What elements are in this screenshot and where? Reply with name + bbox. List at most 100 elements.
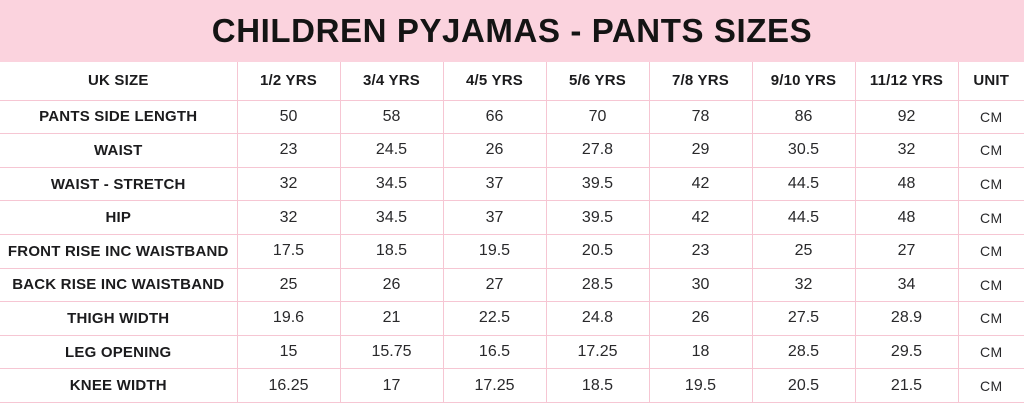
table-row: PANTS SIDE LENGTH 50 58 66 70 78 86 92 CM — [0, 99, 1024, 135]
value-cell: 39.5 — [545, 200, 650, 235]
value-cell: 44.5 — [751, 200, 856, 235]
value-cell: 42 — [648, 166, 753, 202]
unit-cell: CM — [957, 133, 1024, 168]
value-cell: 18 — [648, 334, 753, 370]
row-label-cell: THIGH WIDTH — [0, 301, 238, 336]
value-cell: 16.5 — [442, 334, 547, 370]
value-cell: 44.5 — [751, 166, 856, 202]
column-header-4: 5/6 YRS — [545, 62, 650, 101]
column-header-7: 11/12 YRS — [854, 62, 959, 101]
value-cell: 37 — [442, 200, 547, 235]
row-label-cell: PANTS SIDE LENGTH — [0, 99, 238, 135]
row-label-cell: WAIST - STRETCH — [0, 166, 238, 202]
unit-cell: CM — [957, 233, 1024, 269]
value-cell: 29 — [648, 133, 753, 168]
value-cell: 21 — [339, 301, 444, 336]
unit-cell: CM — [957, 301, 1024, 336]
value-cell: 27.5 — [751, 301, 856, 336]
value-cell: 24.5 — [339, 133, 444, 168]
value-cell: 26 — [442, 133, 547, 168]
value-cell: 48 — [854, 200, 959, 235]
row-label-cell: FRONT RISE INC WAISTBAND — [0, 233, 238, 269]
column-header-8: UNIT — [957, 62, 1024, 101]
value-cell: 70 — [545, 99, 650, 135]
value-cell: 17.5 — [236, 233, 341, 269]
value-cell: 92 — [854, 99, 959, 135]
value-cell: 42 — [648, 200, 753, 235]
value-cell: 50 — [236, 99, 341, 135]
value-cell: 27.8 — [545, 133, 650, 168]
unit-cell: CM — [957, 99, 1024, 135]
title-banner: CHILDREN PYJAMAS - PANTS SIZES — [0, 0, 1024, 62]
value-cell: 58 — [339, 99, 444, 135]
table-row: BACK RISE INC WAISTBAND 25 26 27 28.5 30 32 34 C… — [0, 267, 1024, 303]
value-cell: 19.6 — [236, 301, 341, 336]
value-cell: 20.5 — [545, 233, 650, 269]
table-row: FRONT RISE INC WAISTBAND 17.5 18.5 19.5 20.5… — [0, 233, 1024, 269]
value-cell: 86 — [751, 99, 856, 135]
value-cell: 23 — [236, 133, 341, 168]
value-cell: 34.5 — [339, 200, 444, 235]
table-row: WAIST 23 24.5 26 27.8 29 30.5 32 CM — [0, 133, 1024, 168]
value-cell: 28.5 — [545, 267, 650, 303]
table-row: LEG OPENING 15 15.75 16.5 17.25 18 28.5 29.5 CM — [0, 334, 1024, 370]
unit-cell: CM — [957, 166, 1024, 202]
unit-cell: CM — [957, 334, 1024, 370]
value-cell: 37 — [442, 166, 547, 202]
value-cell: 32 — [854, 133, 959, 168]
value-cell: 15.75 — [339, 334, 444, 370]
unit-cell: CM — [957, 368, 1024, 403]
value-cell: 19.5 — [442, 233, 547, 269]
value-cell: 19.5 — [648, 368, 753, 403]
value-cell: 23 — [648, 233, 753, 269]
value-cell: 39.5 — [545, 166, 650, 202]
column-header-6: 9/10 YRS — [751, 62, 856, 101]
value-cell: 17.25 — [545, 334, 650, 370]
value-cell: 78 — [648, 99, 753, 135]
table-row: WAIST - STRETCH 32 34.5 37 39.5 42 44.5 48 CM — [0, 166, 1024, 202]
value-cell: 25 — [236, 267, 341, 303]
unit-cell: CM — [957, 200, 1024, 235]
value-cell: 28.5 — [751, 334, 856, 370]
row-label-cell: HIP — [0, 200, 238, 235]
value-cell: 18.5 — [339, 233, 444, 269]
value-cell: 20.5 — [751, 368, 856, 403]
value-cell: 29.5 — [854, 334, 959, 370]
value-cell: 66 — [442, 99, 547, 135]
value-cell: 27 — [854, 233, 959, 269]
row-label-cell: LEG OPENING — [0, 334, 238, 370]
value-cell: 21.5 — [854, 368, 959, 403]
value-cell: 26 — [339, 267, 444, 303]
column-header-2: 3/4 YRS — [339, 62, 444, 101]
column-header-3: 4/5 YRS — [442, 62, 547, 101]
table-row: KNEE WIDTH 16.25 17 17.25 18.5 19.5 20.5 21.5 CM — [0, 368, 1024, 403]
unit-cell: CM — [957, 267, 1024, 303]
value-cell: 28.9 — [854, 301, 959, 336]
size-chart-table: UK SIZE 1/2 YRS 3/4 YRS 4/5 YRS 5/6 YRS 7/8 Y… — [0, 62, 1024, 403]
value-cell: 24.8 — [545, 301, 650, 336]
row-label-cell: KNEE WIDTH — [0, 368, 238, 403]
value-cell: 30 — [648, 267, 753, 303]
value-cell: 27 — [442, 267, 547, 303]
table-row: HIP 32 34.5 37 39.5 42 44.5 48 CM — [0, 200, 1024, 235]
value-cell: 48 — [854, 166, 959, 202]
value-cell: 32 — [236, 200, 341, 235]
value-cell: 26 — [648, 301, 753, 336]
table-body: PANTS SIDE LENGTH 50 58 66 70 78 86 92 CM WAIST 23… — [0, 99, 1024, 403]
value-cell: 34.5 — [339, 166, 444, 202]
value-cell: 18.5 — [545, 368, 650, 403]
column-header-0: UK SIZE — [0, 62, 238, 101]
table-row: THIGH WIDTH 19.6 21 22.5 24.8 26 27.5 28.9 CM — [0, 301, 1024, 336]
value-cell: 32 — [236, 166, 341, 202]
header-row: UK SIZE 1/2 YRS 3/4 YRS 4/5 YRS 5/6 YRS 7/8 Y… — [0, 62, 1024, 101]
value-cell: 15 — [236, 334, 341, 370]
row-label-cell: BACK RISE INC WAISTBAND — [0, 267, 238, 303]
page-title: CHILDREN PYJAMAS - PANTS SIZES — [211, 12, 813, 49]
value-cell: 25 — [751, 233, 856, 269]
value-cell: 22.5 — [442, 301, 547, 336]
column-header-1: 1/2 YRS — [236, 62, 341, 101]
value-cell: 17.25 — [442, 368, 547, 403]
value-cell: 34 — [854, 267, 959, 303]
value-cell: 17 — [339, 368, 444, 403]
row-label-cell: WAIST — [0, 133, 238, 168]
